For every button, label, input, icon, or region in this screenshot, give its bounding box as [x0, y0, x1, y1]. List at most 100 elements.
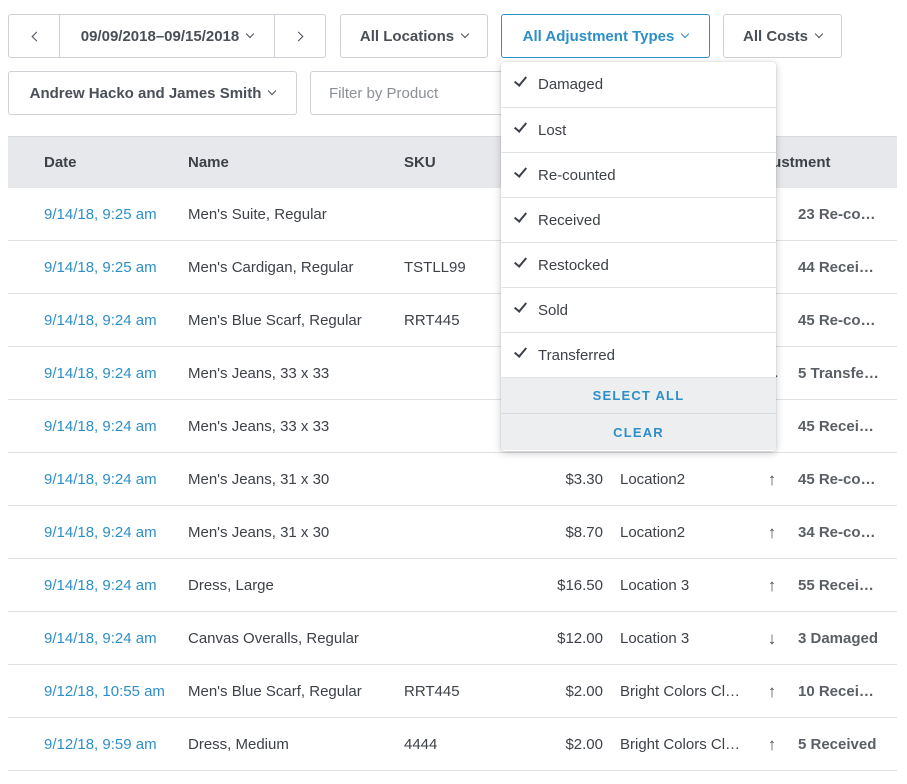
- checkmark-icon[interactable]: [513, 300, 528, 315]
- costs-filter-label: All Costs: [742, 27, 808, 45]
- adjustment-cell: 5 Received: [798, 736, 877, 753]
- table-row[interactable]: 9/14/18, 9:25 am Men's Suite, Regular 23 R…: [8, 188, 897, 241]
- location-cell: Bright Colors Clothing: [620, 736, 746, 753]
- cost-cell: $8.70: [565, 524, 603, 541]
- date-range-picker: 09/09/2018–09/15/2018: [8, 14, 326, 58]
- chevron-down-icon: [246, 29, 255, 39]
- checkmark-icon[interactable]: [513, 74, 528, 89]
- adjustment-type-option[interactable]: Re-counted: [501, 153, 776, 198]
- table-row[interactable]: 9/14/18, 9:24 am Men's Blue Scarf, Regula…: [8, 294, 897, 347]
- adjustment-cell: 44 Received: [798, 259, 882, 276]
- name-cell: Men's Cardigan, Regular: [188, 259, 354, 276]
- adjustment-cell: 5 Transferred: [798, 365, 882, 382]
- sku-cell: RRT445: [404, 683, 460, 700]
- adjustment-cell: 10 Received: [798, 683, 882, 700]
- arrow-up-icon: ↑: [767, 735, 777, 754]
- adjustment-types-filter-button[interactable]: All Adjustment Types: [501, 14, 710, 58]
- name-cell: Canvas Overalls, Regular: [188, 630, 359, 647]
- chevron-down-icon: [268, 86, 277, 96]
- option-label: Restocked: [538, 256, 609, 274]
- table-row[interactable]: 9/14/18, 9:24 am Dress, Large $16.50 Locati…: [8, 559, 897, 612]
- locations-filter-button[interactable]: All Locations: [340, 14, 488, 58]
- name-cell: Men's Jeans, 31 x 30: [188, 524, 330, 541]
- table-row[interactable]: 9/14/18, 9:24 am Men's Jeans, 33 x 33 45 R…: [8, 400, 897, 453]
- date-cell[interactable]: 9/14/18, 9:24 am: [44, 418, 157, 435]
- adjustment-type-option[interactable]: Lost: [501, 108, 776, 153]
- name-cell: Men's Blue Scarf, Regular: [188, 312, 362, 329]
- table-row[interactable]: 9/14/18, 9:25 am Men's Cardigan, Regular T…: [8, 241, 897, 294]
- name-cell: Dress, Large: [188, 577, 274, 594]
- sku-cell: [404, 612, 504, 665]
- adjustment-type-option[interactable]: Restocked: [501, 243, 776, 288]
- select-all-button[interactable]: SELECT ALL: [501, 378, 776, 414]
- table-row[interactable]: 9/14/18, 9:24 am Canvas Overalls, Regular…: [8, 612, 897, 665]
- table-row[interactable]: 9/14/18, 9:24 am Men's Jeans, 31 x 30 $8.7…: [8, 506, 897, 559]
- date-column-header[interactable]: Date: [44, 154, 77, 171]
- arrow-up-icon: ↑: [767, 576, 777, 595]
- adjustment-cell: 3 Damaged: [798, 630, 879, 647]
- date-cell[interactable]: 9/14/18, 9:24 am: [44, 471, 157, 488]
- table-row[interactable]: 9/12/18, 9:59 am Dress, Medium 4444 $2.00 Br…: [8, 718, 897, 771]
- adjustment-cell: 45 Re-counted: [798, 312, 882, 329]
- arrow-down-icon: ↓: [767, 629, 777, 648]
- option-label: Lost: [538, 121, 567, 139]
- date-cell[interactable]: 9/12/18, 10:55 am: [44, 683, 165, 700]
- chevron-left-icon: [31, 31, 41, 41]
- checkmark-icon[interactable]: [513, 165, 528, 180]
- sku-cell: [404, 188, 504, 241]
- cost-cell: $16.50: [557, 577, 603, 594]
- date-range-button[interactable]: 09/09/2018–09/15/2018: [59, 15, 275, 57]
- checkmark-icon[interactable]: [513, 255, 528, 270]
- cost-cell: $2.00: [565, 736, 603, 753]
- location-cell: Location 3: [620, 577, 690, 594]
- cost-cell: $2.00: [565, 683, 603, 700]
- name-cell: Men's Jeans, 31 x 30: [188, 471, 330, 488]
- next-week-button[interactable]: [275, 15, 325, 57]
- option-label: Re-counted: [538, 166, 616, 184]
- sku-cell: [404, 453, 504, 506]
- date-cell[interactable]: 9/14/18, 9:24 am: [44, 365, 157, 382]
- chevron-down-icon: [460, 29, 470, 39]
- chevron-right-icon: [293, 31, 303, 41]
- adjustment-type-option[interactable]: Sold: [501, 288, 776, 333]
- chevron-down-icon: [681, 29, 690, 39]
- adjustment-type-option[interactable]: Transferred: [501, 333, 776, 378]
- name-column-header[interactable]: Name: [188, 154, 229, 171]
- table-row[interactable]: 9/14/18, 9:24 am Men's Jeans, 31 x 30 $3.3…: [8, 453, 897, 506]
- date-cell[interactable]: 9/14/18, 9:24 am: [44, 524, 157, 541]
- table-body: 9/14/18, 9:25 am Men's Suite, Regular 23 R…: [8, 188, 897, 771]
- date-cell[interactable]: 9/14/18, 9:24 am: [44, 630, 157, 647]
- previous-week-button[interactable]: [9, 15, 59, 57]
- sku-cell: [404, 347, 504, 400]
- name-cell: Men's Jeans, 33 x 33: [188, 365, 330, 382]
- arrow-up-icon: ↑: [767, 682, 777, 701]
- adjustment-type-option[interactable]: Received: [501, 198, 776, 243]
- adjustment-types-dropdown: Damaged Lost Re-counted Received Restocked So…: [501, 62, 776, 451]
- date-cell[interactable]: 9/14/18, 9:24 am: [44, 577, 157, 594]
- table-row[interactable]: 9/14/18, 9:24 am Men's Jeans, 33 x 33 5 Tr…: [8, 347, 897, 400]
- employees-filter-button[interactable]: Andrew Hacko and James Smith: [8, 71, 297, 115]
- date-cell[interactable]: 9/12/18, 9:59 am: [44, 736, 157, 753]
- arrow-up-icon: ↑: [767, 470, 777, 489]
- date-cell[interactable]: 9/14/18, 9:25 am: [44, 206, 157, 223]
- employees-filter-label: Andrew Hacko and James Smith: [29, 84, 262, 102]
- sku-cell: 4444: [404, 736, 438, 753]
- checkmark-icon[interactable]: [513, 210, 528, 225]
- adjustment-types-options: Damaged Lost Re-counted Received Restocked So…: [501, 62, 776, 378]
- name-cell: Men's Blue Scarf, Regular: [188, 683, 362, 700]
- date-cell[interactable]: 9/14/18, 9:24 am: [44, 312, 157, 329]
- cost-cell: $3.30: [565, 471, 603, 488]
- costs-filter-button[interactable]: All Costs: [723, 14, 842, 58]
- adjustment-type-option[interactable]: Damaged: [501, 62, 776, 108]
- option-label: Damaged: [538, 76, 604, 93]
- name-cell: Men's Suite, Regular: [188, 206, 327, 223]
- location-cell: Location2: [620, 524, 686, 541]
- table-row[interactable]: 9/12/18, 10:55 am Men's Blue Scarf, Regul…: [8, 665, 897, 718]
- date-cell[interactable]: 9/14/18, 9:25 am: [44, 259, 157, 276]
- checkmark-icon[interactable]: [513, 345, 528, 360]
- cost-cell: $12.00: [557, 630, 603, 647]
- adjustment-cell: 23 Re-counted: [798, 206, 882, 223]
- sku-column-header[interactable]: SKU: [404, 154, 436, 171]
- clear-button[interactable]: CLEAR: [501, 414, 776, 450]
- checkmark-icon[interactable]: [513, 120, 528, 135]
